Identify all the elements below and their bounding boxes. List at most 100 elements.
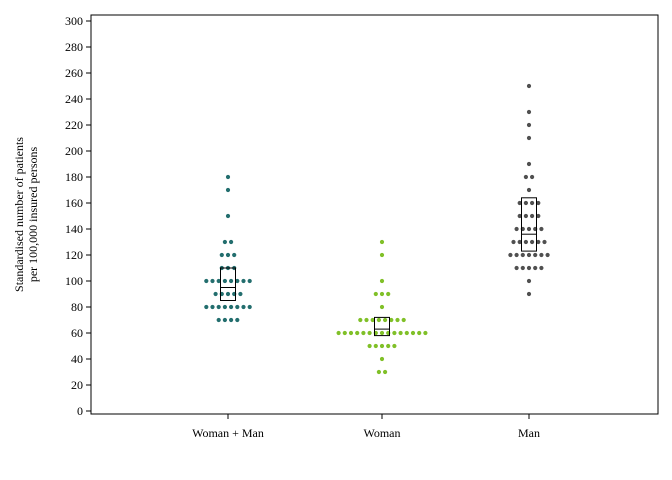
y-tick-label: 140 [65, 222, 83, 236]
data-point [526, 265, 532, 271]
data-point [392, 343, 397, 349]
y-tick-label: 280 [65, 40, 83, 54]
data-point [232, 252, 237, 258]
data-point [539, 252, 544, 258]
y-tick-label: 40 [71, 352, 83, 366]
data-point [376, 317, 381, 323]
data-point [216, 304, 221, 310]
data-point [379, 252, 385, 258]
data-point [213, 291, 218, 297]
data-point [364, 317, 369, 323]
data-point [367, 330, 372, 336]
data-point [229, 317, 234, 323]
y-tick-label: 120 [65, 248, 83, 262]
y-tick-label: 300 [65, 14, 83, 28]
data-point [229, 239, 234, 245]
data-point [379, 330, 385, 336]
data-point [204, 278, 209, 284]
y-tick-label: 160 [65, 196, 83, 210]
data-point [517, 239, 522, 245]
data-point [386, 343, 391, 349]
data-point [392, 330, 397, 336]
data-point [536, 200, 541, 206]
y-tick-label: 0 [77, 404, 83, 418]
data-point [542, 239, 547, 245]
data-point [383, 369, 388, 375]
data-point [526, 83, 532, 89]
data-point [225, 291, 231, 297]
y-tick-label: 240 [65, 92, 83, 106]
data-point [222, 317, 227, 323]
data-point [526, 109, 532, 115]
data-point [530, 213, 535, 219]
data-point [229, 278, 234, 284]
data-point [336, 330, 341, 336]
data-point [533, 252, 538, 258]
data-point [530, 239, 535, 245]
data-point [358, 317, 363, 323]
data-point [530, 200, 535, 206]
data-point [395, 317, 400, 323]
data-point [225, 252, 231, 258]
data-point [235, 304, 240, 310]
x-category-label: Woman [363, 426, 400, 440]
data-point [514, 252, 519, 258]
data-point [386, 291, 391, 297]
data-point [222, 304, 227, 310]
iqr-box [374, 316, 390, 337]
data-point [533, 265, 538, 271]
data-point [511, 239, 516, 245]
x-axis: Woman + Man Woman Man [192, 414, 540, 440]
data-point [204, 304, 209, 310]
data-point [401, 317, 406, 323]
data-point [536, 239, 541, 245]
data-point [523, 213, 529, 219]
data-point [379, 356, 385, 362]
data-point [523, 200, 529, 206]
data-point [517, 213, 522, 219]
data-point [523, 174, 529, 180]
data-point [530, 174, 535, 180]
data-point [238, 291, 243, 297]
data-point [526, 252, 532, 258]
data-point [404, 330, 409, 336]
data-point [222, 239, 227, 245]
data-point [520, 252, 525, 258]
data-point [526, 291, 532, 297]
data-point [526, 187, 532, 193]
data-point [247, 304, 252, 310]
data-point [367, 343, 372, 349]
y-tick-label: 100 [65, 274, 83, 288]
data-point [225, 174, 231, 180]
data-points [204, 83, 550, 375]
data-point [536, 213, 541, 219]
data-point [545, 252, 550, 258]
iqr-box [220, 267, 236, 301]
data-point [355, 330, 360, 336]
y-axis-label-line: Standardised number of patients [12, 137, 26, 292]
data-point [539, 265, 544, 271]
data-point [526, 122, 532, 128]
data-point [225, 187, 231, 193]
y-tick-label: 200 [65, 144, 83, 158]
data-point [526, 226, 532, 232]
data-point [379, 278, 385, 284]
data-point [229, 304, 234, 310]
data-point [526, 278, 532, 284]
data-point [389, 317, 394, 323]
data-point [379, 291, 385, 297]
y-tick-label: 80 [71, 300, 83, 314]
data-point [241, 278, 246, 284]
data-point [379, 343, 385, 349]
y-tick-label: 180 [65, 170, 83, 184]
x-category-label: Woman + Man [192, 426, 264, 440]
y-axis-label: Standardised number of patientsper 100,0… [12, 137, 40, 292]
data-point [520, 265, 525, 271]
y-axis-label-line: per 100,000 insured persons [26, 147, 40, 283]
data-point [539, 226, 544, 232]
data-point [523, 239, 529, 245]
y-axis: 0 20 40 60 80 100 120 140 160 180 200 220 240 260 280 3… [65, 14, 91, 418]
y-tick-label: 20 [71, 378, 83, 392]
data-point [423, 330, 428, 336]
data-point [348, 330, 354, 336]
